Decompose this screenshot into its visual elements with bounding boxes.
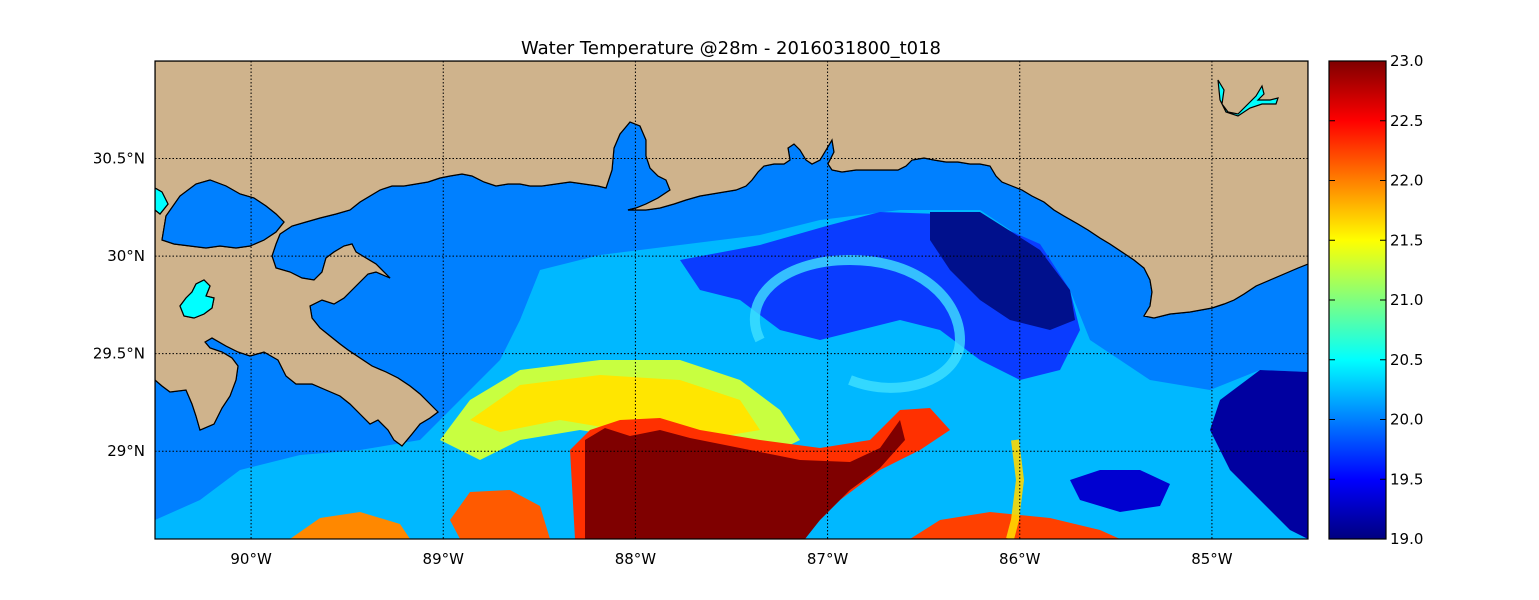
lon-tick-label-5: 85°W xyxy=(1191,550,1233,568)
lake-pontchartrain-fill xyxy=(161,179,285,249)
map-plot-area xyxy=(155,61,1308,539)
lon-tick-label-4: 86°W xyxy=(999,550,1041,568)
colorbar-tick-label-7: 19.5 xyxy=(1390,470,1423,488)
colorbar-gradient xyxy=(1328,60,1387,540)
field-swirl xyxy=(750,254,966,393)
lat-tick-label-2: 29.5°N xyxy=(93,345,145,363)
latitude-labels: 30.5°N 30°N 29.5°N 29°N xyxy=(93,150,145,461)
map-frame xyxy=(154,60,1309,540)
colorbar-tick-label-8: 19.0 xyxy=(1390,530,1423,548)
lake-maurepas-fill xyxy=(155,187,169,215)
lon-tick-label-2: 88°W xyxy=(615,550,657,568)
colorbar-tick-label-5: 20.5 xyxy=(1390,351,1423,369)
field-southwest-warm xyxy=(290,512,410,539)
lat-tick-label-1: 30°N xyxy=(107,247,145,265)
inland-lake-fill xyxy=(179,279,215,319)
lat-tick-label-3: 29°N xyxy=(107,442,145,460)
field-southwest-plume xyxy=(450,490,550,539)
lon-tick-label-1: 89°W xyxy=(423,550,465,568)
inland-lake-east-fill xyxy=(1217,79,1279,117)
longitude-labels: 90°W 89°W 88°W 87°W 86°W 85°W xyxy=(230,550,1232,568)
map-title: Water Temperature @28m - 2016031800_t018 xyxy=(521,38,941,59)
lon-tick-label-3: 87°W xyxy=(807,550,849,568)
field-eddy xyxy=(1070,470,1170,512)
lon-tick-label-0: 90°W xyxy=(230,550,272,568)
colorbar-tick-label-0: 23.0 xyxy=(1390,52,1423,70)
colorbar-tick-label-4: 21.0 xyxy=(1390,291,1423,309)
colorbar: 23.0 22.5 22.0 21.5 21.0 20.5 20.0 19.5 19.0 xyxy=(1328,52,1423,548)
field-cool-southeast xyxy=(1210,370,1308,539)
gridlines xyxy=(155,61,1308,539)
colorbar-ticks: 23.0 22.5 22.0 21.5 21.0 20.5 20.0 19.5 19.0 xyxy=(1329,52,1423,548)
colorbar-tick-label-2: 22.0 xyxy=(1390,172,1423,190)
lat-tick-label-0: 30.5°N xyxy=(93,150,145,168)
colorbar-tick-label-6: 20.0 xyxy=(1390,411,1423,429)
field-yellow-filament xyxy=(1006,439,1025,539)
colorbar-tick-label-3: 21.5 xyxy=(1390,231,1423,249)
colorbar-tick-label-1: 22.5 xyxy=(1390,112,1423,130)
field-yellow-band xyxy=(470,375,760,440)
field-max-plume xyxy=(585,420,905,539)
field-coldest-core xyxy=(930,212,1075,330)
